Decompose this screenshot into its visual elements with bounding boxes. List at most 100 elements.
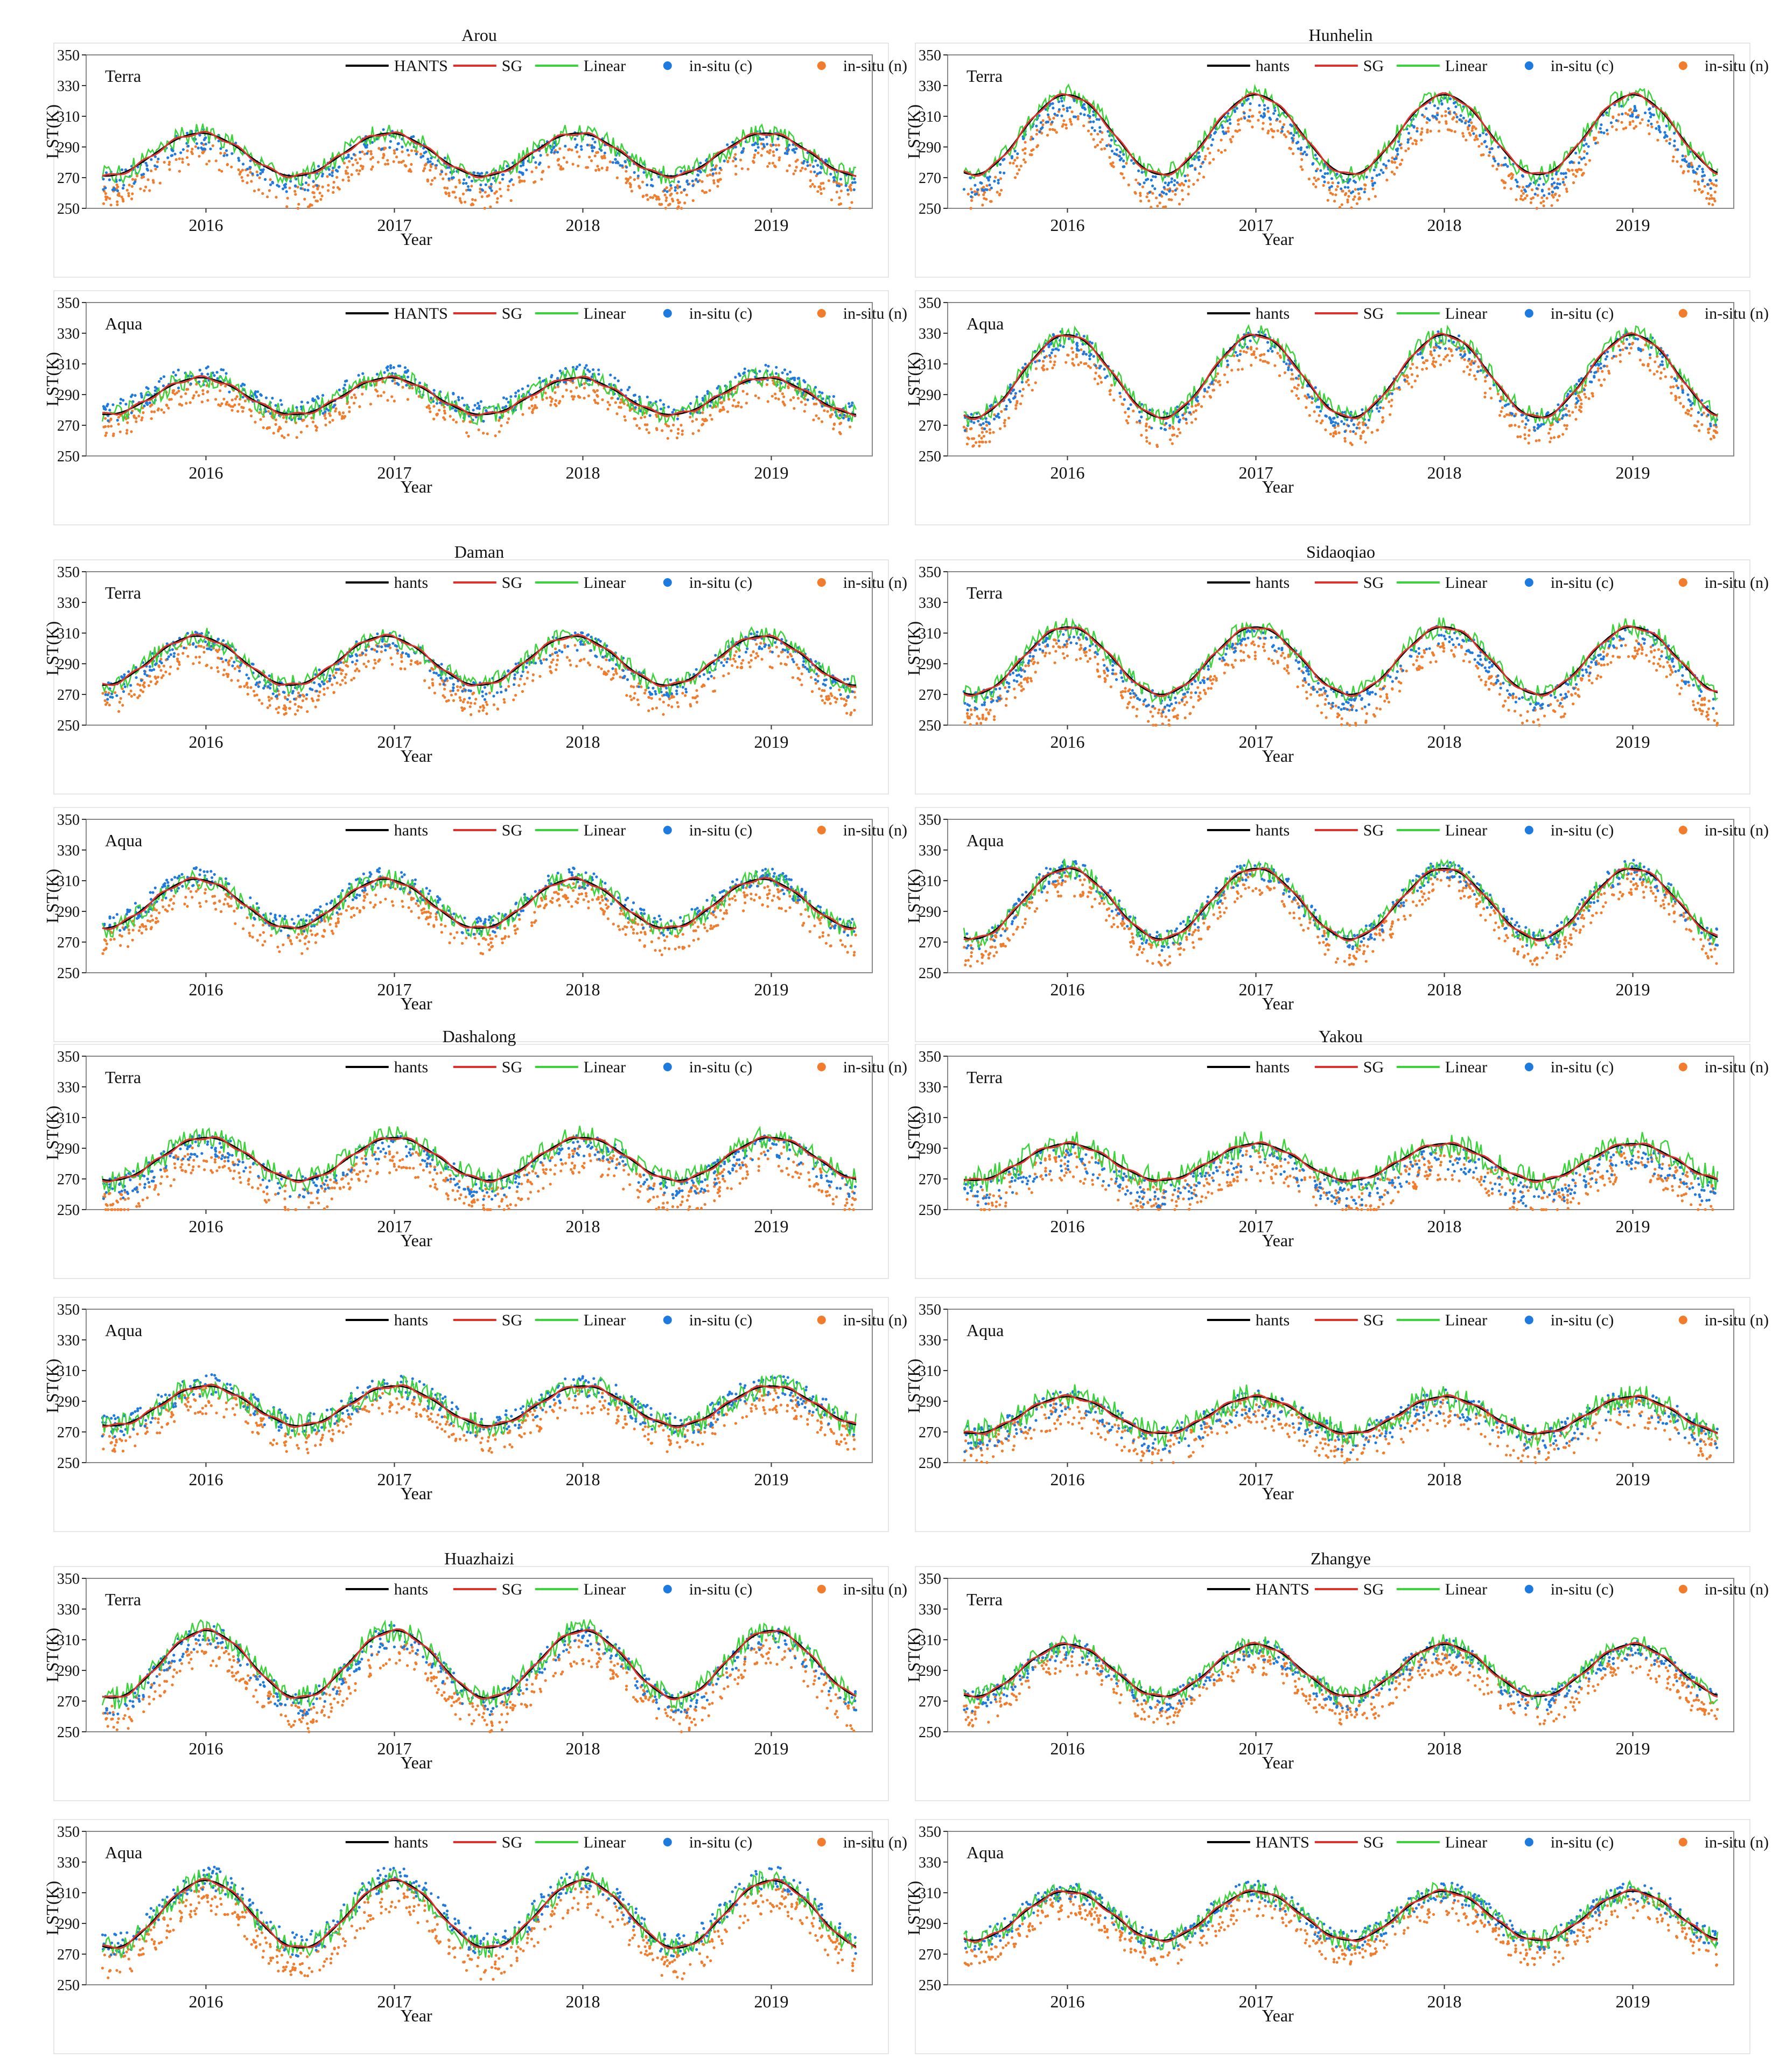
insitu-c-point (698, 675, 702, 678)
insitu-n-point (713, 690, 717, 693)
insitu-c-point (165, 879, 169, 882)
insitu-n-point (369, 1169, 372, 1172)
insitu-n-point (345, 909, 348, 912)
insitu-c-point (573, 137, 577, 141)
insitu-c-point (496, 926, 500, 930)
insitu-c-point (639, 907, 642, 910)
sensor-label: Aqua (105, 314, 142, 333)
insitu-n-point (337, 917, 340, 921)
legend-dot-3 (663, 61, 672, 70)
insitu-n-point (223, 152, 227, 155)
insitu-n-point (562, 156, 565, 159)
insitu-c-point (134, 902, 137, 905)
legend-label-3: in-situ (c) (689, 57, 752, 75)
insitu-n-point (202, 646, 206, 649)
insitu-c-point (669, 184, 673, 187)
insitu-n-point (324, 417, 327, 420)
insitu-n-point (501, 1198, 504, 1201)
insitu-n-point (327, 189, 330, 192)
insitu-c-point (166, 657, 169, 661)
insitu-n-point (629, 183, 632, 186)
insitu-n-point (768, 151, 771, 154)
insitu-c-point (468, 188, 472, 192)
insitu-c-point (271, 397, 274, 400)
insitu-n-point (223, 1160, 227, 1163)
insitu-n-point (523, 683, 526, 686)
insitu-n-point (317, 1202, 320, 1205)
insitu-n-point (808, 1185, 811, 1188)
insitu-c-point (800, 888, 803, 891)
insitu-c-point (469, 689, 472, 693)
insitu-c-point (432, 389, 436, 392)
insitu-c-point (291, 690, 295, 693)
insitu-c-point (502, 396, 506, 399)
insitu-c-point (274, 914, 277, 917)
insitu-n-point (311, 191, 314, 194)
insitu-n-point (168, 398, 171, 401)
insitu-n-point (429, 1184, 432, 1188)
x-tick-label: 2016 (189, 732, 223, 751)
insitu-c-point (408, 1151, 411, 1154)
insitu-n-point (284, 420, 288, 424)
insitu-n-point (365, 665, 368, 668)
insitu-n-point (706, 1184, 709, 1187)
insitu-n-point (825, 1194, 828, 1197)
insitu-n-point (210, 666, 213, 670)
insitu-n-point (597, 167, 600, 171)
insitu-n-point (120, 935, 123, 938)
insitu-c-point (814, 159, 817, 163)
legend-item-1: SG (453, 305, 522, 322)
insitu-c-point (843, 930, 846, 933)
insitu-n-point (553, 1172, 556, 1176)
insitu-n-point (357, 1177, 360, 1181)
insitu-n-point (367, 659, 370, 663)
insitu-c-point (613, 376, 617, 380)
insitu-n-point (766, 165, 769, 168)
insitu-n-point (537, 1190, 540, 1193)
insitu-n-point (549, 1183, 552, 1186)
insitu-n-point (267, 1198, 270, 1202)
insitu-n-point (731, 664, 734, 667)
insitu-c-point (425, 887, 428, 890)
insitu-c-point (269, 686, 272, 690)
insitu-n-point (677, 427, 680, 431)
insitu-n-point (130, 694, 133, 698)
insitu-n-point (153, 410, 156, 413)
insitu-n-point (388, 1171, 391, 1175)
insitu-n-point (233, 1169, 236, 1172)
insitu-n-point (709, 924, 712, 928)
insitu-n-point (792, 396, 795, 399)
insitu-n-point (556, 159, 559, 162)
insitu-n-point (284, 696, 287, 699)
insitu-n-point (754, 656, 757, 659)
insitu-n-point (606, 408, 610, 411)
insitu-c-point (150, 158, 153, 161)
insitu-n-point (550, 397, 554, 401)
insitu-n-point (558, 147, 562, 150)
insitu-n-point (755, 643, 758, 646)
insitu-n-point (369, 403, 373, 406)
insitu-c-point (586, 634, 589, 637)
insitu-n-point (517, 684, 521, 687)
insitu-c-point (445, 677, 448, 680)
insitu-n-point (179, 1165, 183, 1169)
insitu-c-point (481, 690, 484, 693)
insitu-c-point (238, 669, 241, 673)
insitu-n-point (230, 656, 233, 659)
insitu-n-point (344, 170, 348, 173)
insitu-c-point (425, 1165, 429, 1168)
insitu-c-point (580, 148, 583, 151)
insitu-n-point (435, 1172, 439, 1175)
insitu-c-point (271, 692, 275, 696)
insitu-n-point (458, 181, 461, 184)
y-axis-label: LST(K) (43, 1106, 62, 1160)
insitu-n-point (839, 939, 842, 942)
insitu-n-point (731, 897, 734, 900)
insitu-n-point (416, 662, 419, 665)
insitu-n-point (198, 154, 201, 158)
insitu-n-point (447, 192, 451, 195)
insitu-n-point (702, 683, 705, 686)
insitu-c-point (206, 373, 209, 376)
insitu-c-point (158, 659, 162, 663)
insitu-n-point (119, 1208, 122, 1211)
